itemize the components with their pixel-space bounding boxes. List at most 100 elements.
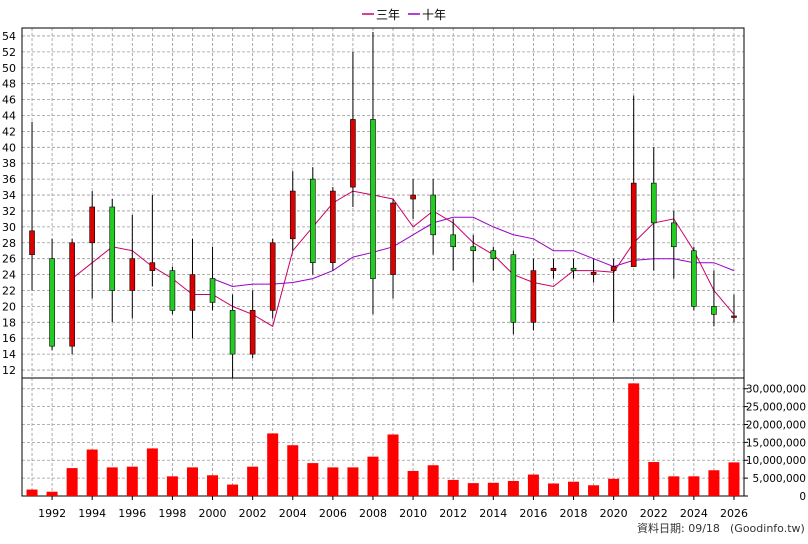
year-tick-label: 2000 [199,507,227,520]
candle-body [450,234,456,248]
candle-body [610,266,617,271]
candle-body [330,190,336,263]
volume-tick-label: 10,000,000 [746,455,806,467]
candle-body [89,206,95,244]
price-tick-label: 14 [2,348,16,361]
volume-bar [367,456,379,496]
volume-bars [26,383,740,496]
volume-bar [568,481,580,496]
candle-body [370,119,376,279]
candle-body [149,262,156,271]
price-tick-label: 22 [2,285,16,298]
candle-body [510,254,517,323]
price-tick-label: 44 [2,110,16,123]
volume-bar [106,467,118,496]
volume-bar [427,465,439,496]
candle-body [711,306,717,315]
price-tick-label: 36 [2,173,16,186]
price-candles [29,31,737,378]
candle-body [109,206,116,291]
year-tick-label: 2020 [600,507,628,520]
price-tick-label: 40 [2,141,16,154]
volume-tick-label: 25,000,000 [746,402,806,414]
legend-label-ma3: 三年 [376,8,400,22]
year-axis-labels: 1992 1994 1996 1998 2000 2002 2004 2006 2008 2010… [38,496,748,520]
volume-bar [227,484,239,496]
plot-frame [21,27,745,497]
volume-bar [728,462,740,496]
candle-body [731,315,737,318]
volume-bar [66,468,78,496]
volume-bar [287,445,299,496]
price-tick-label: 28 [2,237,16,250]
volume-bar [407,470,419,496]
volume-bar [207,475,219,496]
candle-body [269,242,276,311]
volume-bar [588,485,600,496]
volume-bar [668,476,680,496]
candle-body [310,178,316,263]
price-tick-label: 52 [2,46,16,59]
candle-body [69,242,75,347]
candle-body [650,182,657,224]
candle-body [289,190,296,240]
price-tick-label: 32 [2,205,16,218]
year-tick-label: 2010 [399,507,427,520]
volume-bar [648,462,660,496]
volume-axis-labels: 0 5,000,000 10,000,000 15,000,000 20,000,000… [744,384,806,503]
volume-tick-label: 0 [799,491,806,503]
volume-tick-label: 15,000,000 [746,437,806,449]
candle-body [671,222,677,248]
price-tick-label: 16 [2,332,16,345]
year-tick-label: 1994 [78,507,106,520]
volume-tick-label: 20,000,000 [746,419,806,431]
price-tick-label: 42 [2,125,16,138]
year-tick-label: 2006 [319,507,347,520]
chart-legend: 三年 十年 [362,8,446,22]
candle-body [590,271,597,275]
year-tick-label: 1996 [118,507,146,520]
year-tick-label: 1992 [38,507,66,520]
volume-bar [487,482,499,496]
candle-body [249,310,256,355]
volume-bar [46,491,58,496]
volume-bar [507,480,519,496]
volume-bar [307,463,319,496]
volume-bar [26,489,38,496]
volume-bar [267,433,279,496]
year-tick-label: 2022 [640,507,668,520]
candle-body [189,274,196,311]
volume-bar [347,467,359,496]
candle-body [430,194,436,236]
year-tick-label: 2024 [680,507,708,520]
volume-bar [166,476,178,496]
candle-body [470,246,477,252]
candle-body [209,278,216,303]
volume-bar [86,449,98,496]
year-tick-label: 2004 [279,507,307,520]
volume-bar [628,383,640,496]
volume-bar [146,448,158,496]
volume-bar [327,467,339,496]
ma3-line [71,190,735,328]
candle-body [229,310,236,355]
price-tick-label: 50 [2,62,16,75]
candle-body [169,270,176,311]
candle-body [630,182,637,267]
year-tick-label: 1998 [158,507,186,520]
year-tick-label: 2016 [519,507,547,520]
ma10-line [212,216,735,288]
year-tick-label: 2018 [560,507,588,520]
price-tick-label: 18 [2,316,16,329]
volume-bar [126,466,138,496]
volume-bar [527,474,539,496]
price-tick-label: 26 [2,253,16,266]
volume-bar [447,479,459,496]
candle-body [390,202,396,275]
candle-body [129,258,136,291]
candle-body [570,267,577,271]
volume-bar [387,434,399,496]
price-tick-label: 20 [2,300,16,313]
moving-average-lines [71,190,735,328]
